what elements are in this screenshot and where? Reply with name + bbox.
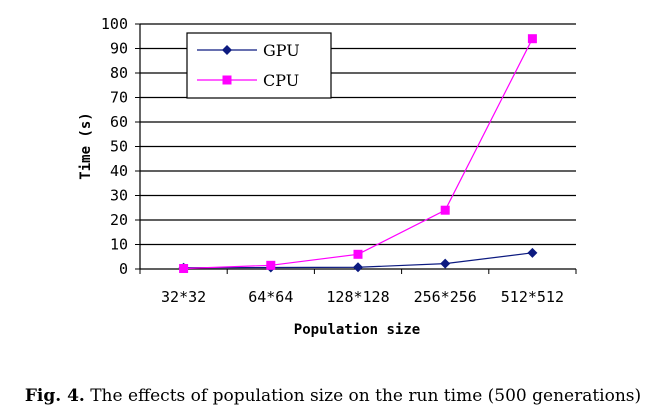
y-tick-label-20: 20 — [110, 211, 128, 229]
figure-caption: Fig. 4. The effects of population size o… — [0, 386, 666, 406]
legend-marker-cpu — [222, 75, 232, 85]
x-tick-label-64*64: 64*64 — [248, 288, 293, 306]
legend-marker-gpu — [222, 45, 232, 55]
data-point-gpu-128*128 — [353, 262, 363, 273]
legend: GPU CPU — [186, 32, 332, 99]
figure-caption-label: Fig. 4. — [24, 386, 85, 406]
legend-label-gpu: GPU — [263, 41, 300, 60]
data-point-cpu-64*64 — [266, 260, 276, 270]
data-point-cpu-32*32 — [179, 264, 189, 274]
y-tick-label-40: 40 — [110, 162, 128, 180]
x-axis: 32*32 64*64 128*128 256*256 512*512 — [139, 268, 577, 306]
y-tick-label-60: 60 — [110, 113, 128, 131]
figure-caption-text: The effects of population size on the ru… — [90, 386, 642, 406]
series-cpu — [179, 34, 537, 274]
y-tick-label-70: 70 — [110, 89, 128, 107]
series-group — [178, 34, 538, 274]
x-tick-label-256*256: 256*256 — [414, 288, 477, 306]
x-axis-title: Population size — [294, 322, 420, 338]
y-tick-label-0: 0 — [119, 260, 128, 278]
y-axis-title: Time (s) — [78, 112, 94, 179]
y-tick-label-30: 30 — [110, 187, 128, 205]
y-tick-label-50: 50 — [110, 138, 128, 156]
data-point-gpu-256*256 — [440, 258, 451, 269]
y-tick-label-80: 80 — [110, 64, 128, 82]
data-point-cpu-512*512 — [527, 34, 537, 44]
data-point-cpu-256*256 — [440, 205, 450, 215]
x-tick-label-32*32: 32*32 — [161, 288, 206, 306]
x-tick-label-512*512: 512*512 — [501, 288, 564, 306]
y-axis: 0 10 20 30 40 50 60 70 80 90 100 — [101, 15, 141, 278]
legend-label-cpu: CPU — [263, 71, 299, 90]
y-tick-label-10: 10 — [110, 236, 128, 254]
data-point-gpu-512*512 — [527, 247, 538, 258]
legend-box — [186, 32, 332, 99]
x-tick-label-128*128: 128*128 — [326, 288, 389, 306]
data-point-cpu-128*128 — [353, 249, 363, 259]
y-tick-label-100: 100 — [101, 15, 128, 33]
line-chart: 0 10 20 30 40 50 60 70 80 90 100 32*32 64*64 128*128… — [78, 15, 577, 338]
y-tick-label-90: 90 — [110, 40, 128, 58]
